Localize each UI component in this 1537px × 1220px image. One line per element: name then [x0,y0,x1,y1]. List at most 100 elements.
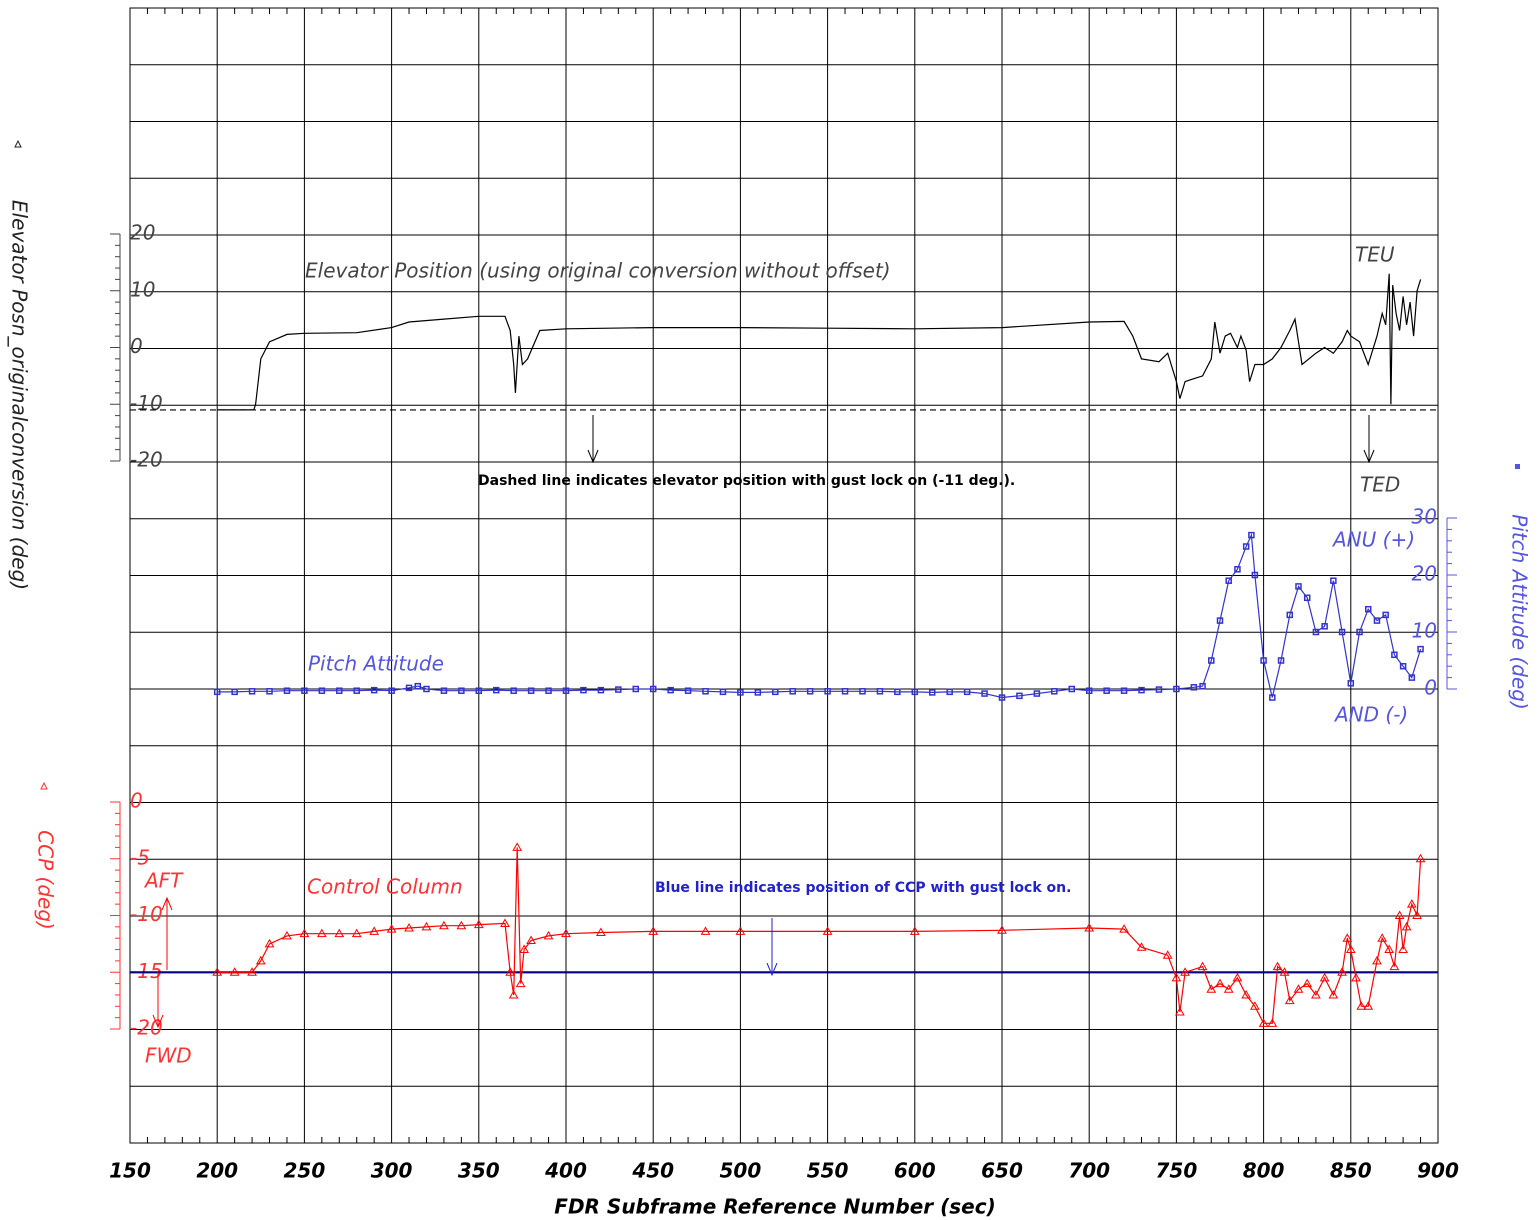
point [1120,687,1128,694]
point [508,989,519,999]
point [928,689,936,696]
point [1206,984,1217,993]
y-tick-label: -20 [130,1016,163,1040]
x-tick-label: 250 [284,1159,326,1183]
teu-label: TEU [1355,243,1395,267]
point [1155,686,1163,693]
aft-label: AFT [143,869,184,893]
point [562,687,570,694]
point [299,928,310,938]
point [684,687,692,694]
y-tick-label: 0 [130,334,143,358]
series-line [217,273,1422,411]
y-tick-label: 0 [130,789,143,813]
point [1260,657,1267,664]
series-label: Pitch Attitude [308,652,444,676]
point [1267,1018,1278,1027]
point [500,918,510,927]
x-tick-label: 600 [894,1159,936,1183]
y-tick-label: 10 [1412,619,1437,643]
point [1398,944,1408,954]
x-tick-label: 150 [109,1159,151,1183]
x-tick-label: 550 [807,1159,849,1183]
y-tick-label: -20 [130,448,163,472]
point [561,928,571,938]
x-tick-label: 850 [1330,1159,1372,1183]
point [911,688,919,696]
point [596,927,606,937]
point [543,930,554,940]
arrow [766,918,778,977]
y-tick-label: 10 [130,277,155,301]
and-label: AND (-) [1333,703,1408,727]
point [1232,972,1243,982]
point [316,928,327,938]
x-tick-label: 800 [1243,1159,1285,1183]
arrow [1363,415,1375,464]
point [492,686,500,694]
point [283,687,291,694]
point [1312,628,1320,636]
point [1272,961,1283,971]
point [255,955,266,965]
series-line [217,847,1422,1024]
fwd-label: FWD [145,1044,192,1068]
point [737,689,744,696]
ted-label: TED [1360,473,1400,497]
point [1175,1006,1185,1016]
point [1251,571,1259,579]
point [1208,657,1215,664]
point [229,967,240,976]
point [1356,1001,1367,1010]
point [1223,984,1234,993]
point [806,688,814,695]
point [512,842,523,851]
point [772,688,779,696]
point [351,928,362,938]
point [1311,989,1321,999]
point [963,688,971,696]
series-label: Elevator Position (using original conver… [305,259,891,283]
y2-axis-label: Pitch Attitude (deg) [1508,514,1532,710]
point [423,685,430,693]
point [212,967,223,976]
point [667,686,674,694]
point [700,926,711,935]
point [519,944,530,954]
point [282,930,292,940]
point [997,925,1007,934]
point [1225,577,1232,584]
point [369,926,380,935]
point [440,687,448,694]
point [702,688,709,695]
point [1351,972,1361,982]
point [876,688,884,695]
point [1364,605,1372,613]
triangle-icon [40,781,48,790]
point [1328,989,1339,999]
point [981,690,988,697]
point [822,926,833,935]
point [475,687,483,694]
arrow [161,896,173,970]
point [1321,623,1328,630]
series-label: Control Column [307,875,463,899]
point [1382,611,1389,619]
ccp-note: Blue line indicates position of CCP with… [655,880,1071,896]
point [1363,1001,1374,1010]
point [213,688,221,696]
point [1401,921,1412,931]
point [1258,1018,1269,1027]
point [1303,594,1311,602]
x-tick-label: 500 [720,1159,762,1183]
point [1319,972,1330,982]
gust-note: Dashed line indicates elevator position … [478,473,1015,489]
point [1085,687,1093,694]
point [1337,967,1347,976]
point [1391,651,1398,659]
point [1372,955,1382,965]
point [1417,645,1424,653]
point [1242,543,1250,550]
point [1389,961,1400,971]
